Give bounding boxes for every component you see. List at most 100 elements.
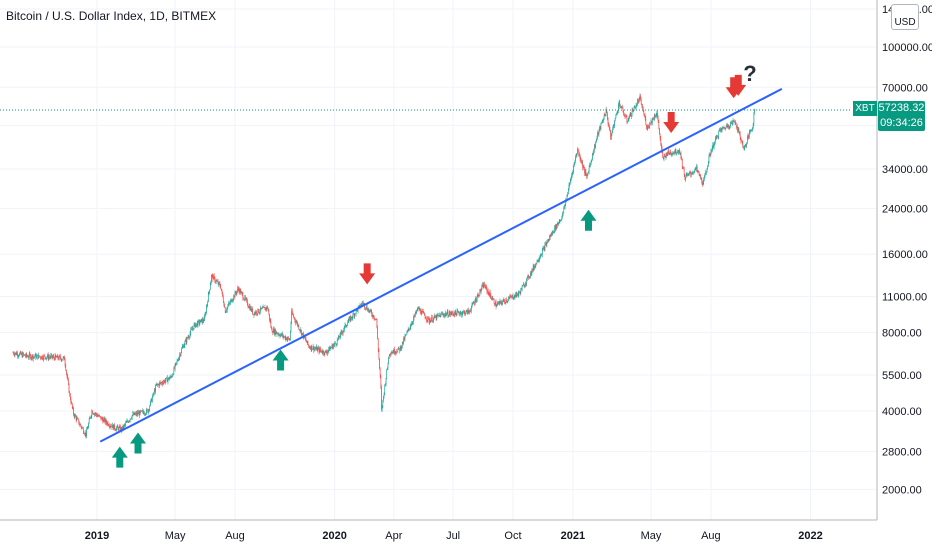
up-candle — [207, 302, 209, 305]
up-candle — [350, 316, 352, 321]
down-candle — [73, 414, 75, 417]
up-candle — [676, 152, 678, 154]
down-candle — [294, 318, 296, 321]
up-candle — [532, 265, 534, 271]
up-candle — [358, 305, 360, 308]
up-candle — [448, 316, 449, 317]
up-candle — [410, 326, 412, 328]
up-candle — [572, 171, 574, 173]
up-candle — [301, 332, 303, 335]
down-candle — [329, 347, 330, 351]
down-arrow-marker — [663, 111, 680, 133]
up-candle — [635, 105, 637, 109]
down-candle — [279, 335, 281, 337]
down-candle — [183, 345, 184, 348]
up-candle — [385, 378, 387, 385]
down-candle — [315, 348, 317, 350]
up-candle — [53, 356, 54, 358]
down-candle — [79, 423, 80, 425]
up-candle — [138, 412, 140, 415]
down-candle — [265, 307, 267, 310]
up-candle — [567, 194, 569, 196]
up-candle — [543, 247, 544, 249]
up-candle — [327, 350, 329, 352]
up-candle — [570, 177, 572, 182]
down-candle — [597, 132, 599, 135]
up-candle — [506, 300, 508, 302]
down-candle — [60, 356, 61, 359]
up-candle — [171, 376, 173, 378]
up-candle — [713, 144, 715, 147]
up-candle — [192, 328, 194, 330]
up-candle — [459, 313, 461, 315]
up-candle — [712, 143, 714, 148]
up-candle — [19, 351, 21, 354]
up-candle — [312, 346, 314, 349]
up-candle — [15, 352, 16, 354]
down-candle — [426, 320, 428, 321]
up-candle — [19, 353, 20, 356]
down-candle — [224, 306, 225, 308]
up-candle — [471, 303, 473, 308]
up-candle — [206, 304, 208, 308]
up-candle — [529, 276, 531, 278]
down-candle — [140, 410, 141, 412]
down-candle — [366, 306, 368, 310]
up-candle — [638, 97, 640, 102]
up-candle — [669, 151, 671, 155]
up-candle — [653, 119, 654, 121]
up-candle — [648, 126, 650, 128]
up-candle — [237, 288, 238, 291]
down-candle — [724, 128, 726, 130]
down-candle — [246, 299, 248, 301]
up-candle — [676, 153, 677, 155]
down-candle — [316, 346, 318, 351]
down-candle — [295, 320, 296, 323]
down-candle — [84, 433, 85, 435]
currency-badge[interactable]: USD — [891, 4, 919, 30]
up-candle — [124, 424, 126, 426]
up-candle — [571, 175, 572, 178]
down-candle — [94, 413, 96, 415]
up-candle — [470, 307, 472, 311]
down-candle — [547, 242, 548, 243]
down-candle — [110, 425, 112, 427]
up-candle — [614, 121, 615, 127]
up-candle — [383, 396, 384, 400]
time-tick-label: May — [641, 530, 662, 542]
up-candle — [289, 339, 291, 341]
down-candle — [525, 283, 527, 285]
time-axis: 2019 May Aug 2020 Apr Jul Oct 2021 May Aug 2022 — [85, 530, 823, 542]
last-price-tag: 57238.32 09:34:26 — [878, 101, 925, 131]
down-candle — [380, 376, 382, 387]
up-candle — [563, 208, 565, 213]
up-candle — [236, 290, 238, 294]
up-candle — [161, 382, 162, 384]
up-candle — [560, 220, 561, 221]
up-candle — [103, 419, 104, 423]
down-candle — [17, 353, 18, 357]
down-candle — [608, 123, 610, 127]
down-candle — [297, 322, 298, 326]
down-candle — [304, 337, 306, 339]
up-candle — [691, 173, 692, 175]
down-candle — [554, 226, 556, 230]
up-candle — [589, 164, 591, 168]
up-candle — [132, 413, 134, 416]
up-candle — [338, 335, 339, 340]
down-candle — [671, 154, 673, 155]
up-candle — [703, 178, 705, 183]
up-candle — [636, 105, 638, 107]
up-candle — [334, 342, 335, 345]
down-candle — [42, 358, 44, 360]
up-candle — [746, 142, 748, 146]
up-candle — [549, 235, 551, 238]
up-candle — [95, 413, 97, 415]
up-candle — [149, 405, 151, 410]
up-candle — [725, 126, 727, 129]
up-candle — [265, 307, 266, 310]
up-candle — [678, 150, 680, 153]
down-candle — [39, 356, 41, 358]
